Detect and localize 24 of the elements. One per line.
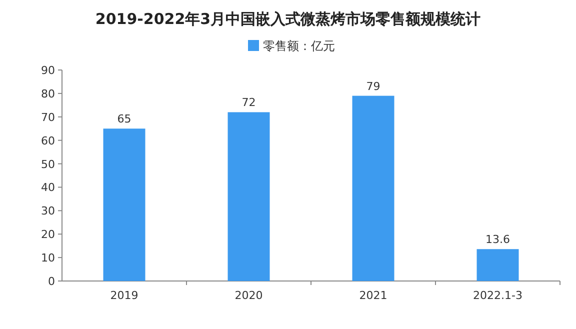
bar	[228, 112, 270, 281]
y-tick-label: 60	[41, 134, 55, 148]
y-tick-label: 10	[41, 252, 55, 265]
legend-label: 零售额：亿元	[263, 39, 335, 53]
x-tick-label: 2019	[110, 289, 138, 302]
data-label: 79	[366, 80, 380, 93]
bar	[103, 128, 146, 281]
y-tick-label: 0	[48, 275, 55, 288]
y-tick-label: 30	[41, 204, 55, 218]
data-label: 13.6	[486, 233, 510, 246]
x-tick-label: 2020	[234, 289, 263, 302]
x-tick-label: 2021	[359, 289, 388, 302]
y-tick-label: 70	[41, 110, 55, 124]
y-tick-label: 90	[41, 64, 55, 77]
chart-title: 2019-2022年3月中国嵌入式微蒸烤市场零售额规模统计	[95, 10, 481, 28]
y-tick-label: 50	[41, 158, 55, 171]
y-tick-label: 80	[41, 87, 55, 100]
x-tick-label: 2022.1-3	[473, 289, 522, 302]
data-label: 72	[242, 96, 256, 110]
y-tick-label: 20	[41, 228, 55, 242]
y-tick-label: 40	[41, 181, 55, 194]
data-label: 65	[117, 112, 132, 126]
bar	[476, 249, 519, 281]
bar	[352, 96, 394, 281]
